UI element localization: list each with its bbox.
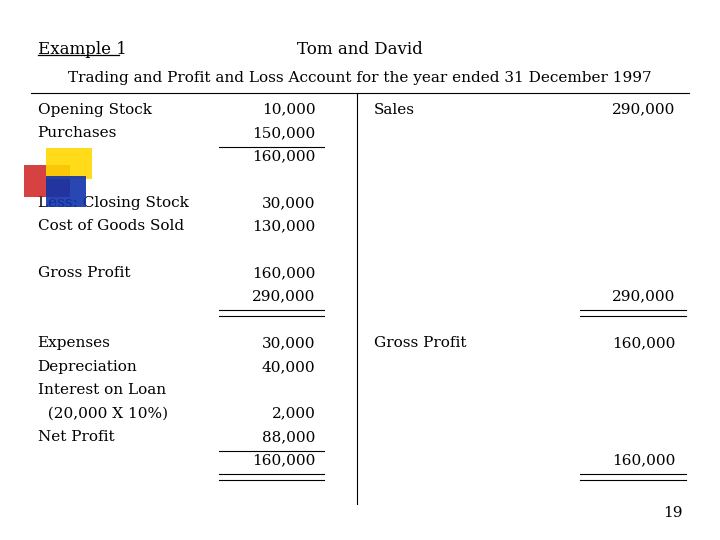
Text: Gross Profit: Gross Profit [37, 266, 130, 280]
Text: Depreciation: Depreciation [37, 360, 138, 374]
Text: Net Profit: Net Profit [37, 430, 114, 444]
Text: 290,000: 290,000 [612, 103, 675, 117]
Text: 40,000: 40,000 [262, 360, 315, 374]
Text: Trading and Profit and Loss Account for the year ended 31 December 1997: Trading and Profit and Loss Account for … [68, 71, 652, 85]
Text: 290,000: 290,000 [252, 289, 315, 303]
Text: 30,000: 30,000 [262, 196, 315, 210]
Text: Less: Closing Stock: Less: Closing Stock [37, 196, 189, 210]
Text: 19: 19 [663, 506, 683, 520]
Text: 2,000: 2,000 [271, 407, 315, 421]
Text: (20,000 X 10%): (20,000 X 10%) [37, 407, 168, 421]
Text: Expenses: Expenses [37, 336, 110, 350]
Bar [46, 148, 92, 179]
Text: Opening Stock: Opening Stock [37, 103, 152, 117]
Text: 88,000: 88,000 [262, 430, 315, 444]
Text: 160,000: 160,000 [612, 336, 675, 350]
Text: Cost of Goods Sold: Cost of Goods Sold [37, 219, 184, 233]
Text: Example 1: Example 1 [37, 42, 127, 58]
Bar [24, 165, 71, 197]
Text: Interest on Loan: Interest on Loan [37, 383, 166, 397]
Text: 160,000: 160,000 [612, 454, 675, 468]
Bar [46, 177, 86, 207]
Text: 10,000: 10,000 [262, 103, 315, 117]
Text: 290,000: 290,000 [612, 289, 675, 303]
Text: 160,000: 160,000 [252, 266, 315, 280]
Text: Gross Profit: Gross Profit [374, 336, 467, 350]
Text: Sales: Sales [374, 103, 415, 117]
Text: 160,000: 160,000 [252, 454, 315, 468]
Text: Tom and David: Tom and David [297, 42, 423, 58]
Text: 30,000: 30,000 [262, 336, 315, 350]
Text: 160,000: 160,000 [252, 150, 315, 163]
Text: 150,000: 150,000 [252, 126, 315, 140]
Text: 130,000: 130,000 [252, 219, 315, 233]
Text: Purchases: Purchases [37, 126, 117, 140]
